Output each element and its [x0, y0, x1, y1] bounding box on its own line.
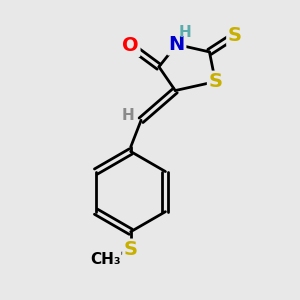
Text: N: N [169, 35, 185, 54]
Text: S: S [228, 26, 242, 45]
Text: H: H [179, 25, 191, 40]
Text: S: S [124, 240, 138, 259]
Text: S: S [208, 72, 222, 91]
Text: H: H [121, 108, 134, 123]
Text: O: O [122, 37, 139, 56]
Text: CH₃: CH₃ [90, 253, 121, 268]
